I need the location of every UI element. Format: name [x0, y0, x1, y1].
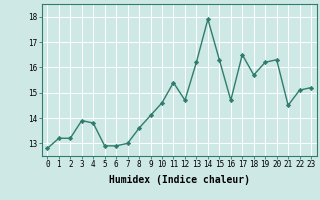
X-axis label: Humidex (Indice chaleur): Humidex (Indice chaleur)	[109, 175, 250, 185]
